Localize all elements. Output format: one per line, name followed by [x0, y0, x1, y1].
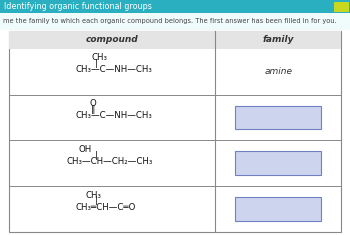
Text: |: | — [95, 151, 98, 160]
Text: CH₃═CH—C═O: CH₃═CH—C═O — [75, 203, 136, 212]
Text: Identifying organic functional groups: Identifying organic functional groups — [4, 2, 151, 11]
Bar — [0, 0, 350, 13]
Text: CH₃—C—NH—CH₃: CH₃—C—NH—CH₃ — [75, 111, 152, 120]
Text: O: O — [89, 99, 96, 108]
Text: ‖: ‖ — [91, 105, 95, 114]
Bar — [9, 31, 341, 49]
FancyBboxPatch shape — [235, 197, 321, 221]
Text: CH₃—C—NH—CH₃: CH₃—C—NH—CH₃ — [75, 65, 152, 74]
Text: CH₃: CH₃ — [91, 53, 107, 62]
FancyBboxPatch shape — [235, 106, 321, 129]
Text: amine: amine — [264, 67, 292, 76]
Text: compound: compound — [86, 35, 138, 44]
Text: CH₃—CH—CH₂—CH₃: CH₃—CH—CH₂—CH₃ — [66, 157, 153, 166]
Text: me the family to which each organic compound belongs. The first answer has been : me the family to which each organic comp… — [3, 18, 336, 24]
FancyBboxPatch shape — [334, 2, 349, 12]
Text: CH₃: CH₃ — [86, 191, 102, 200]
Text: family: family — [262, 35, 294, 44]
Bar — [9, 31, 341, 232]
Text: |: | — [95, 59, 98, 68]
Text: OH: OH — [79, 145, 92, 154]
FancyBboxPatch shape — [235, 152, 321, 175]
Bar — [0, 13, 350, 30]
Text: |: | — [95, 196, 98, 205]
